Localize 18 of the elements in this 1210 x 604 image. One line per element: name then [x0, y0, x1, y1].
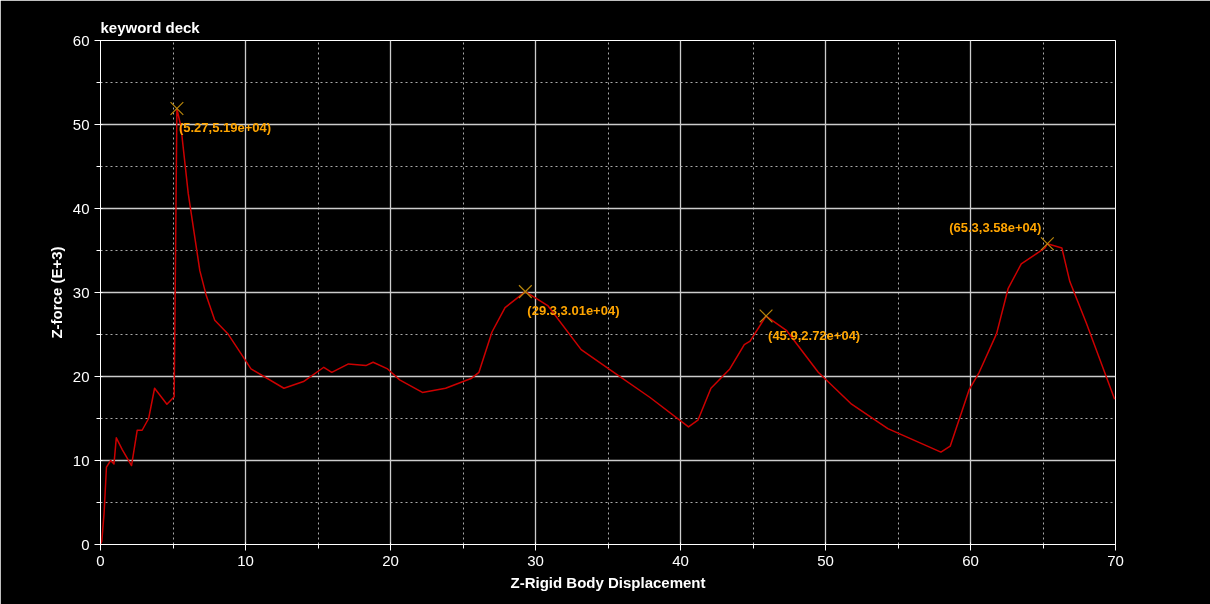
x-tick-label: 30 [527, 551, 544, 569]
x-tick-label: 10 [237, 551, 254, 569]
chart-title: keyword deck [100, 18, 201, 36]
y-tick-label: 40 [72, 199, 90, 217]
x-tick-label: 20 [382, 551, 399, 569]
y-tick-label: 60 [72, 31, 90, 49]
x-tick-label: 50 [817, 551, 834, 569]
y-tick-label: 30 [72, 283, 90, 301]
x-tick-label: 0 [96, 551, 105, 569]
x-tick-label: 60 [962, 551, 979, 569]
x-tick-label: 70 [1107, 551, 1124, 569]
x-tick-label: 40 [672, 551, 689, 569]
y-tick-label: 20 [72, 367, 90, 385]
y-tick-label: 50 [72, 115, 90, 133]
y-axis-title: Z-force (E+3) [47, 246, 65, 339]
y-tick-label: 10 [72, 451, 90, 469]
y-tick-label: 0 [81, 535, 90, 553]
x-axis-title: Z-Rigid Body Displacement [510, 573, 706, 591]
